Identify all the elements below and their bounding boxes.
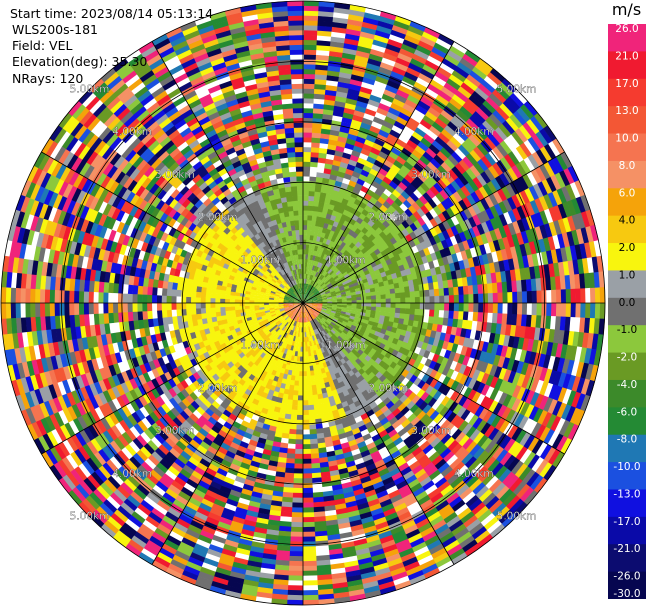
colorbar-tick-label: 6.0 bbox=[619, 187, 636, 199]
colorbar-tick-label: 26.0 bbox=[615, 24, 638, 35]
colorbar-tick-label: -4.0 bbox=[617, 379, 638, 391]
colorbar-tick-label: 17.0 bbox=[615, 78, 638, 90]
colorbar-segment bbox=[608, 544, 646, 573]
colorbar-tick-label: -30.0 bbox=[613, 588, 640, 599]
range-ring-label: 2.00km bbox=[198, 382, 238, 394]
colorbar-tick-label: 0.0 bbox=[619, 297, 636, 309]
colorbar-segment bbox=[608, 24, 646, 52]
range-ring-label: 5.00km bbox=[70, 511, 110, 523]
range-ring-label: 2.00km bbox=[369, 212, 409, 224]
colorbar-tick-label: 10.0 bbox=[615, 133, 638, 145]
colorbar-tick-label: 2.0 bbox=[619, 242, 636, 254]
colorbar-tick-label: 4.0 bbox=[619, 215, 636, 227]
colorbar-segment bbox=[608, 352, 646, 381]
colorbar-segment bbox=[608, 516, 646, 545]
colorbar-tick-label: 21.0 bbox=[615, 50, 638, 62]
field-label: Field: VEL bbox=[12, 38, 73, 53]
elevation-label: Elevation(deg): 35.30 bbox=[12, 54, 148, 69]
colorbar-tick-label: 8.0 bbox=[619, 160, 636, 172]
range-ring-grid bbox=[0, 0, 606, 606]
range-ring-label: 3.00km bbox=[155, 425, 195, 437]
colorbar-tick-label: -26.0 bbox=[613, 571, 640, 583]
colorbar-tick-label: -2.0 bbox=[617, 352, 638, 364]
range-ring-label: 4.00km bbox=[454, 126, 494, 138]
range-ring-label: 1.00km bbox=[326, 340, 366, 352]
colorbar-segment bbox=[608, 407, 646, 436]
colorbar-segment bbox=[608, 78, 646, 107]
instrument-label: WLS200s-181 bbox=[12, 22, 98, 37]
range-ring-label: 4.00km bbox=[112, 468, 152, 480]
colorbar-segment bbox=[608, 51, 646, 80]
velocity-colorbar: 26.0 21.0 17.0 13.0 10.0 8.0 6.0 4.0 2.0 1.0 0.0 -1… bbox=[608, 24, 646, 599]
colorbar-segment bbox=[608, 297, 646, 326]
range-ring-label: 2.00km bbox=[198, 212, 238, 224]
colorbar-segment bbox=[608, 133, 646, 162]
colorbar-segment bbox=[608, 188, 646, 217]
azimuth-spoke bbox=[151, 41, 455, 565]
colorbar-tick-label: -6.0 bbox=[617, 406, 638, 418]
nrays-label: NRays: 120 bbox=[12, 71, 84, 86]
colorbar-tick-label: -1.0 bbox=[617, 324, 638, 336]
colorbar-tick-label: -8.0 bbox=[617, 434, 638, 446]
colorbar-segment bbox=[608, 215, 646, 244]
range-ring-label: 1.00km bbox=[240, 340, 280, 352]
colorbar-segment bbox=[608, 434, 646, 463]
range-ring-labels: 1.00km 1.00km 1.00km 1.00km 2.00km 2.00km 2.00… bbox=[70, 83, 537, 523]
colorbar-tick-label: 1.0 bbox=[619, 269, 636, 281]
colorbar-tick-label: -13.0 bbox=[613, 489, 640, 501]
colorbar-segment bbox=[608, 106, 646, 134]
colorbar-tick-label: -17.0 bbox=[613, 516, 640, 528]
colorbar-tick-label: 13.0 bbox=[615, 105, 638, 117]
colorbar-segment bbox=[608, 243, 646, 271]
range-ring-label: 1.00km bbox=[240, 254, 280, 266]
colorbar-segment bbox=[608, 571, 646, 599]
range-ring-label: 3.00km bbox=[411, 425, 451, 437]
range-ring-label: 5.00km bbox=[70, 84, 110, 96]
colorbar-segment bbox=[608, 462, 646, 490]
colorbar-segment bbox=[608, 325, 646, 353]
range-ring-label: 3.00km bbox=[155, 169, 195, 181]
range-ring-label: 4.00km bbox=[112, 126, 152, 138]
colorbar-segment bbox=[608, 270, 646, 299]
colorbar-tick-label: -10.0 bbox=[613, 461, 640, 473]
colorbar-segment bbox=[608, 489, 646, 518]
range-ring-label: 5.00km bbox=[497, 511, 537, 523]
colorbar-segment bbox=[608, 160, 646, 189]
range-ring-label: 2.00km bbox=[369, 382, 409, 394]
range-ring-label: 5.00km bbox=[497, 84, 537, 96]
range-ring-label: 4.00km bbox=[454, 468, 494, 480]
colorbar-unit-label: m/s bbox=[611, 0, 642, 19]
colorbar-segment bbox=[608, 379, 646, 408]
colorbar-tick-label: -21.0 bbox=[613, 543, 640, 555]
start-time-label: Start time: 2023/08/14 05:13:14 bbox=[10, 6, 214, 21]
range-ring-label: 3.00km bbox=[411, 169, 451, 181]
range-ring-label: 1.00km bbox=[326, 254, 366, 266]
